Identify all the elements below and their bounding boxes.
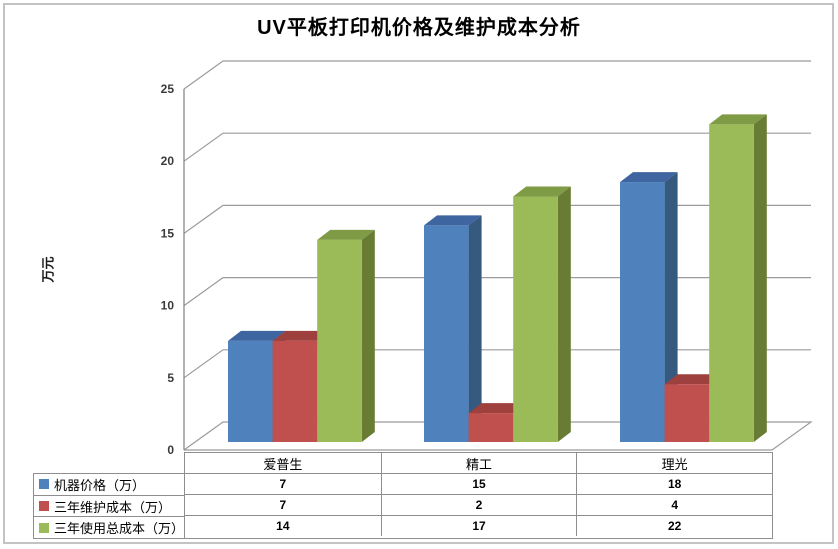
table-value-s2-c3: 4: [576, 494, 772, 515]
bar-series3-爱普生[interactable]: [317, 229, 375, 442]
bar-top-face: [709, 114, 767, 125]
table-value-s2-c1: 7: [185, 494, 381, 515]
bar-side-face: [753, 114, 767, 442]
table-value-s2-c2: 2: [380, 494, 577, 515]
bar-series1-精工[interactable]: [424, 215, 482, 442]
y-tick-label-15: 15: [161, 226, 175, 240]
bar-front-face: [709, 124, 754, 442]
bar-front-face: [468, 413, 514, 442]
bar-front-face: [664, 384, 710, 442]
bar-side-face: [557, 186, 571, 442]
y-tick-label-5: 5: [167, 371, 174, 385]
bar-side-face: [468, 215, 482, 442]
legend-swatch-icon: [39, 501, 49, 511]
bar-front-face: [317, 239, 362, 442]
bar-top-face: [513, 186, 571, 197]
bar-top-face: [620, 172, 678, 183]
bar-front-face: [424, 225, 469, 442]
legend-label: 三年维护成本（万）: [54, 499, 172, 515]
y-tick-label-20: 20: [161, 154, 175, 168]
plot-floor: [183, 421, 813, 451]
bar-series3-精工[interactable]: [513, 186, 571, 442]
chart-data-table: 爱普生 精工 理光 7 15 18 7 2 4 14 17 22: [184, 452, 773, 539]
table-value-s1-c2: 15: [380, 473, 577, 494]
legend-label: 三年使用总成本（万）: [54, 521, 184, 537]
bar-series1-理光[interactable]: [620, 172, 678, 442]
y-tick-label-0: 0: [167, 443, 174, 457]
bar-series3-理光[interactable]: [709, 114, 767, 442]
bar-side-face: [361, 229, 375, 442]
bar-top-face: [664, 374, 723, 385]
bar-front-face: [228, 340, 273, 442]
table-value-s3-c3: 22: [576, 515, 772, 536]
gridline-20: [183, 132, 811, 162]
bar-front-face: [272, 340, 318, 442]
category-header-精工: 精工: [380, 453, 577, 473]
legend-item-2[interactable]: 三年维护成本（万）: [34, 494, 184, 517]
bar-top-face: [424, 215, 482, 226]
bar-top-face: [228, 330, 286, 341]
y-tick-label-25: 25: [161, 82, 175, 96]
gridline-15: [183, 204, 811, 234]
bar-top-face: [272, 330, 331, 341]
table-value-s1-c3: 18: [576, 473, 772, 494]
gridline-25: [183, 60, 811, 90]
bar-top-face: [468, 403, 527, 414]
legend-item-1[interactable]: 机器价格（万）: [34, 474, 184, 495]
category-header-爱普生: 爱普生: [263, 456, 303, 472]
legend-label: 机器价格（万）: [54, 477, 146, 493]
bar-top-face: [317, 229, 375, 240]
table-value-s1-c1: 7: [185, 473, 381, 494]
legend-swatch-icon: [39, 479, 49, 490]
bar-side-face: [664, 172, 678, 442]
table-value-s3-c2: 17: [380, 515, 577, 536]
gridline-10: [183, 277, 811, 307]
chart-title: UV平板打印机价格及维护成本分析: [257, 17, 581, 39]
category-header-理光: 理光: [576, 453, 772, 473]
legend-swatch-icon: [39, 522, 49, 533]
bar-front-face: [620, 182, 665, 442]
y-tick-label-10: 10: [161, 299, 175, 313]
bar-front-face: [513, 196, 558, 442]
gridline-5: [183, 349, 811, 379]
chart-legend: 机器价格（万） 三年维护成本（万） 三年使用总成本（万）: [33, 473, 185, 539]
legend-item-3[interactable]: 三年使用总成本（万）: [34, 516, 184, 538]
table-value-s3-c1: 14: [185, 515, 381, 536]
